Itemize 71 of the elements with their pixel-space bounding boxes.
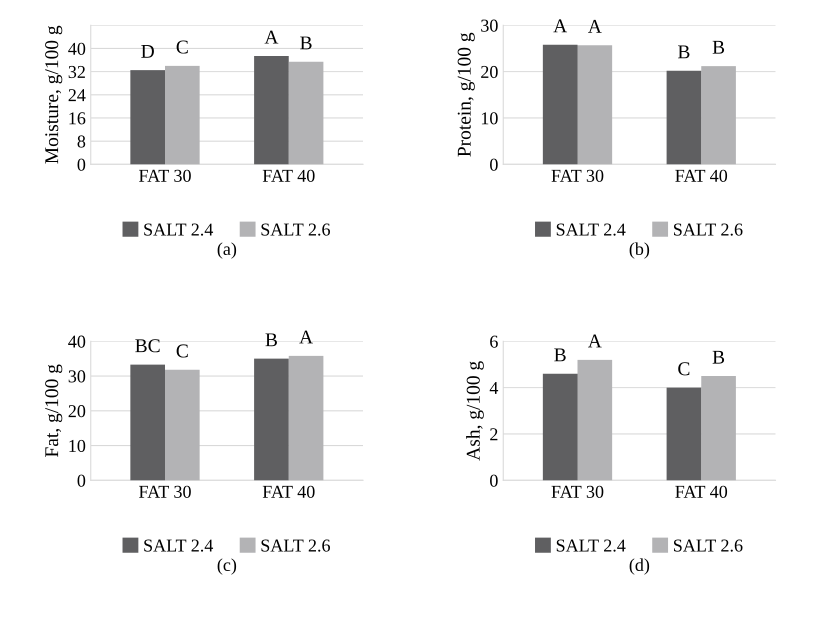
bar <box>578 360 612 480</box>
bar <box>666 70 702 164</box>
annotation: D <box>141 44 154 58</box>
legend-label: SALT 2.6 <box>674 540 742 552</box>
bar <box>165 370 200 480</box>
x-tick-label: FAT 40 <box>675 170 728 182</box>
annotation: C <box>176 344 188 358</box>
x-tick-label: FAT 40 <box>262 486 315 498</box>
legend-label: SALT 2.4 <box>556 224 626 236</box>
x-tick-label: FAT 40 <box>262 170 315 182</box>
bar <box>130 364 165 480</box>
y-tick-label: 10 <box>482 112 498 124</box>
legend-label: SALT 2.4 <box>144 224 214 236</box>
y-tick-label: 0 <box>78 158 86 171</box>
y-axis-title: Fat, g/100 g <box>45 364 62 457</box>
annotation: A <box>299 330 313 344</box>
y-tick-label: 0 <box>78 474 86 487</box>
legend-label: SALT 2.4 <box>556 540 626 552</box>
annotation: C <box>176 40 188 54</box>
annotation: B <box>554 348 566 362</box>
annotation: B <box>678 45 690 58</box>
y-axis-title: Moisture, g/100 g <box>45 26 62 164</box>
y-tick-label: 8 <box>78 135 86 148</box>
annotation: C <box>678 362 690 376</box>
annotation: A <box>553 19 568 32</box>
bar <box>701 66 736 164</box>
text: (b) <box>630 242 650 259</box>
y-axis-title: Protein, g/100 g <box>458 32 475 157</box>
bar <box>701 376 736 480</box>
y-tick-label: 16 <box>69 112 86 124</box>
annotation: B <box>266 333 277 346</box>
annotation: A <box>588 334 602 348</box>
bar <box>666 388 702 480</box>
y-tick-label: 30 <box>68 370 86 382</box>
bar <box>254 358 289 480</box>
y-tick-label: 40 <box>68 42 86 55</box>
y-tick-label: 6 <box>490 336 498 348</box>
text: (a) <box>218 242 236 259</box>
annotation: A <box>264 30 278 44</box>
annotation: B <box>712 40 724 54</box>
y-axis-title: Ash, g/100 g <box>466 361 484 461</box>
y-tick-label: 30 <box>481 20 498 32</box>
bar <box>578 45 612 164</box>
x-tick-label: FAT 40 <box>675 486 728 498</box>
x-tick-label: FAT 30 <box>552 486 604 498</box>
y-tick-label: 4 <box>490 382 498 394</box>
annotation: A <box>588 20 602 33</box>
y-tick-label: 24 <box>68 89 86 102</box>
bar <box>542 374 578 480</box>
y-tick-label: 0 <box>490 474 498 487</box>
y-tick-label: 0 <box>490 158 498 171</box>
legend-label: SALT 2.6 <box>261 224 330 236</box>
y-tick-label: 40 <box>68 336 86 348</box>
x-tick-label: FAT 30 <box>139 486 191 498</box>
legend-label: SALT 2.4 <box>144 540 214 552</box>
annotation: B <box>712 350 724 364</box>
y-tick-label: 10 <box>69 440 86 452</box>
y-tick-label: 20 <box>68 405 86 418</box>
text: (d) <box>630 558 650 575</box>
x-tick-label: FAT 30 <box>139 170 191 182</box>
annotation: B <box>300 36 312 50</box>
y-tick-label: 2 <box>490 428 498 440</box>
x-tick-label: FAT 30 <box>552 170 604 182</box>
bar <box>542 44 578 164</box>
bar <box>288 356 324 480</box>
y-tick-label: 20 <box>481 66 498 78</box>
legend-label: SALT 2.6 <box>674 224 742 236</box>
annotation: BC <box>135 339 160 352</box>
text: (c) <box>218 558 236 575</box>
legend-label: SALT 2.6 <box>261 540 330 552</box>
y-tick-label: 32 <box>68 66 85 78</box>
